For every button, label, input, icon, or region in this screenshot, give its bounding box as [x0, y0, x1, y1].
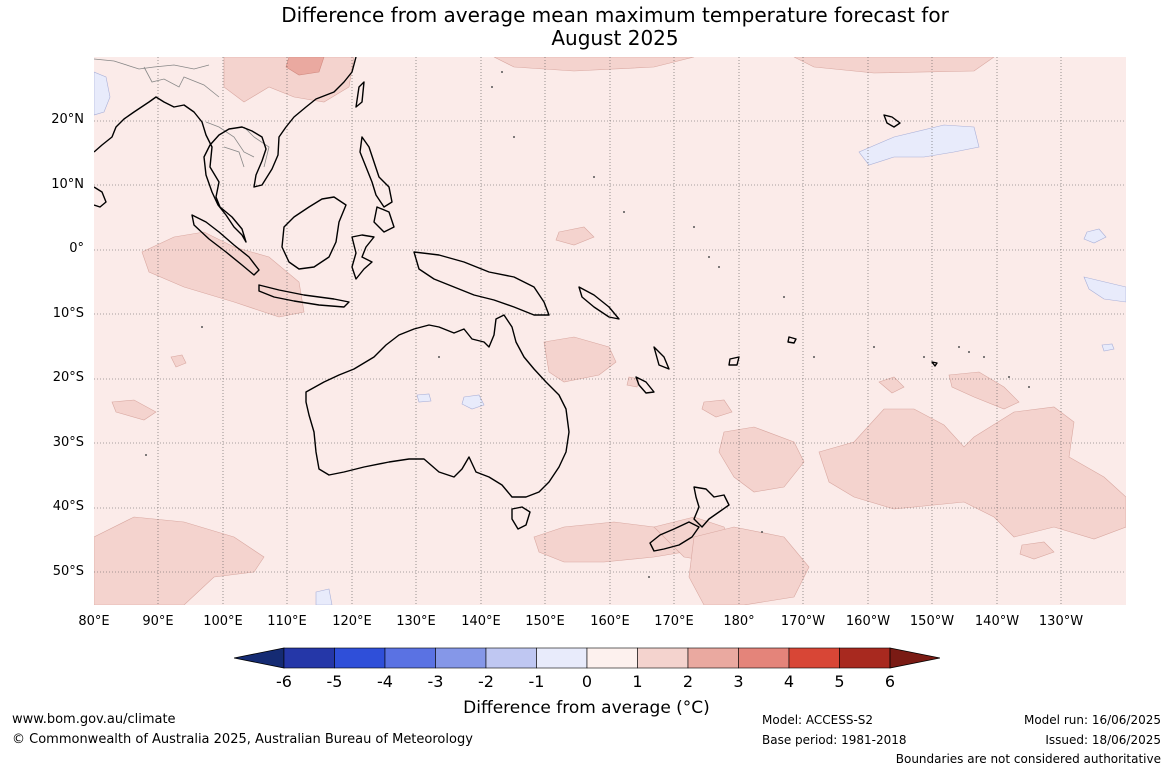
colorbar-tick-label: 6: [884, 672, 896, 691]
colorbar-cell: [435, 647, 487, 669]
lon-label-170w: 170°W: [780, 614, 826, 629]
lon-label-160e: 160°E: [590, 614, 630, 629]
lon-label-160w: 160°W: [845, 614, 891, 629]
colorbar-tick-label: 2: [682, 672, 694, 691]
site-url: www.bom.gov.au/climate: [12, 712, 176, 727]
lon-label-80e: 80°E: [78, 614, 110, 629]
lat-label-50s: 50°S: [52, 564, 84, 579]
colorbar-cell: [738, 647, 790, 669]
copyright: © Commonwealth of Australia 2025, Austra…: [12, 732, 473, 747]
strong-warm-region: [285, 57, 325, 76]
colorbar-cell: [536, 647, 588, 669]
coastlines: [94, 57, 938, 552]
lat-label-40s: 40°S: [52, 499, 84, 514]
lon-label-170e: 170°E: [654, 614, 694, 629]
colorbar-cell: [788, 647, 840, 669]
colorbar-tick-label: -3: [427, 672, 444, 691]
cool-anomaly-regions: [94, 71, 1126, 605]
lon-label-180: 180°: [723, 614, 755, 629]
lon-label-120e: 120°E: [332, 614, 372, 629]
colorbar-tick-label: -6: [276, 672, 292, 691]
colorbar: [234, 647, 940, 669]
colorbar-tick-label: -5: [326, 672, 343, 691]
colorbar-cell: [384, 647, 436, 669]
colorbar-tick-label: -4: [377, 672, 393, 691]
forecast-map: [94, 57, 1126, 605]
lon-label-130w: 130°W: [1038, 614, 1084, 629]
lat-label-0: 0°: [69, 241, 84, 256]
colorbar-cell: [687, 647, 739, 669]
title-line-2: August 2025: [551, 26, 679, 50]
colorbar-tick-label: -1: [528, 672, 545, 691]
lon-label-150e: 150°E: [525, 614, 565, 629]
lon-label-140e: 140°E: [461, 614, 501, 629]
lat-label-20n: 20°N: [51, 112, 84, 127]
model-run: Model run: 16/06/2025: [1023, 713, 1161, 727]
colorbar-tick-label: -2: [478, 672, 494, 691]
warm-anomaly-regions: [94, 57, 1126, 605]
lat-label-10s: 10°S: [52, 306, 84, 321]
lon-label-150w: 150°W: [909, 614, 955, 629]
colorbar-extend-low: [234, 647, 285, 669]
boundaries-disclaimer: Boundaries are not considered authoritat…: [895, 752, 1161, 766]
lon-label-100e: 100°E: [203, 614, 243, 629]
colorbar-cell: [839, 647, 891, 669]
lon-label-140w: 140°W: [974, 614, 1020, 629]
lat-label-30s: 30°S: [52, 435, 84, 450]
colorbar-extend-high: [889, 647, 940, 669]
colorbar-cell: [485, 647, 537, 669]
lon-label-130e: 130°E: [396, 614, 436, 629]
model-name: Model: ACCESS-S2: [762, 713, 874, 727]
chart-title: Difference from average mean maximum tem…: [0, 4, 1173, 50]
colorbar-cell: [283, 647, 335, 669]
colorbar-tick-label: 0: [581, 672, 593, 691]
colorbar-cell: [334, 647, 386, 669]
graticule: [94, 57, 1126, 605]
colorbar-tick-label: 3: [733, 672, 744, 691]
colorbar-label: Difference from average (°C): [463, 698, 710, 718]
colorbar-tick-label: 4: [783, 672, 795, 691]
colorbar-cell: [586, 647, 638, 669]
country-borders: [94, 58, 270, 168]
small-islands: [145, 71, 1030, 578]
colorbar-tick-label: 5: [834, 672, 845, 691]
lon-label-110e: 110°E: [267, 614, 307, 629]
base-period: Base period: 1981-2018: [762, 733, 907, 747]
colorbar-tick-label: 1: [632, 672, 643, 691]
lat-label-10n: 10°N: [51, 177, 84, 192]
colorbar-cell: [637, 647, 689, 669]
title-line-1: Difference from average mean maximum tem…: [281, 3, 949, 27]
lon-label-90e: 90°E: [142, 614, 174, 629]
issued-date: Issued: 18/06/2025: [1045, 733, 1161, 747]
lat-label-20s: 20°S: [52, 370, 84, 385]
